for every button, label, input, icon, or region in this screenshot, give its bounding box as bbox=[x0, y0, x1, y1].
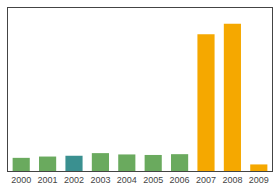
svg-text:2001: 2001 bbox=[38, 175, 58, 185]
svg-text:2009: 2009 bbox=[249, 175, 269, 185]
svg-text:2006: 2006 bbox=[170, 175, 190, 185]
svg-text:2005: 2005 bbox=[143, 175, 163, 185]
svg-text:2003: 2003 bbox=[90, 175, 110, 185]
svg-text:2008: 2008 bbox=[222, 175, 242, 185]
svg-text:2000: 2000 bbox=[11, 175, 31, 185]
svg-text:2007: 2007 bbox=[196, 175, 216, 185]
svg-text:2004: 2004 bbox=[117, 175, 137, 185]
svg-text:2002: 2002 bbox=[64, 175, 84, 185]
